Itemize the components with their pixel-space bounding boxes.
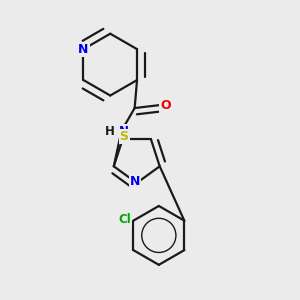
Text: O: O: [160, 99, 171, 112]
Text: N: N: [78, 43, 89, 56]
Text: H: H: [105, 124, 115, 137]
Text: N: N: [130, 175, 140, 188]
Text: N: N: [119, 124, 129, 137]
Text: S: S: [119, 130, 128, 143]
Text: Cl: Cl: [119, 213, 131, 226]
